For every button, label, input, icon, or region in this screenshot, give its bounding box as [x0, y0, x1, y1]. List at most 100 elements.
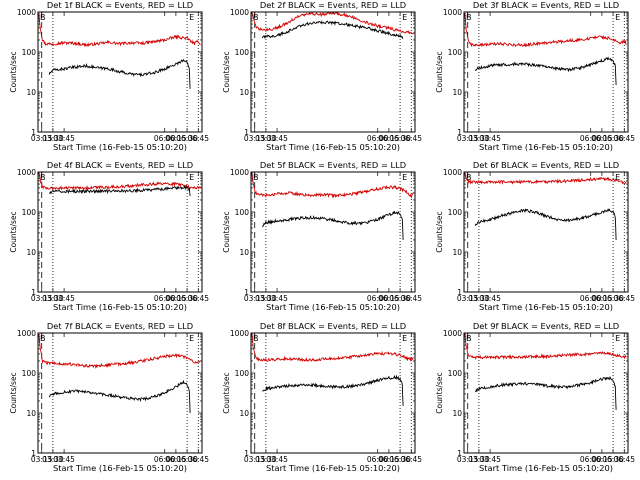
series-lld-red [464, 13, 627, 48]
x-tick-label: 06:15 [378, 134, 400, 143]
x-tick-label: 06:00 [154, 294, 176, 303]
series-events-black [49, 185, 191, 197]
y-tick-label: 10 [452, 248, 462, 257]
y-tick-label: 1 [457, 288, 462, 297]
y-tick-label: 10 [239, 88, 249, 97]
y-tick-label: 10 [26, 409, 36, 418]
x-tick-label: 06:00 [367, 455, 389, 464]
y-tick-label: 100 [235, 48, 250, 57]
marker-b: B [466, 13, 472, 22]
x-tick-label: 06:30 [602, 294, 624, 303]
x-tick-label: 03:30 [255, 134, 277, 143]
y-axis-label: Counts/sec [435, 372, 444, 413]
x-tick-label: 06:45 [187, 134, 209, 143]
panel-title: Det 8f BLACK = Events, RED = LLD [260, 321, 406, 331]
plot-frame [37, 332, 203, 454]
x-tick-label: 06:30 [602, 134, 624, 143]
y-tick-label: 1 [244, 449, 249, 458]
panel-title: Det 2f BLACK = Events, RED = LLD [260, 0, 406, 10]
x-tick-label: 03:45 [266, 455, 288, 464]
x-tick-label: 03:45 [266, 134, 288, 143]
series-lld-red [251, 332, 414, 363]
x-tick-label: 03:30 [255, 294, 277, 303]
x-axis-label: Start Time (16-Feb-15 05:10:20) [266, 463, 400, 473]
series-events-black [262, 374, 404, 407]
y-tick-label: 1000 [17, 8, 36, 17]
plot-frame [37, 171, 203, 293]
y-tick-label: 1000 [230, 329, 249, 338]
series-events-black [261, 20, 404, 39]
x-tick-label: 06:45 [400, 294, 422, 303]
marker-e: E [615, 173, 620, 182]
x-tick-label: 06:00 [154, 455, 176, 464]
x-tick-label: 06:15 [378, 455, 400, 464]
x-tick-label: 03:15 [31, 455, 53, 464]
x-axis-label: Start Time (16-Feb-15 05:10:20) [479, 142, 613, 152]
series-lld-red [251, 172, 414, 199]
x-tick-label: 06:15 [591, 134, 613, 143]
marker-e: E [615, 13, 620, 22]
series-lld-red [38, 172, 201, 191]
x-axis-label: Start Time (16-Feb-15 05:10:20) [479, 302, 613, 312]
plot-frame [463, 332, 629, 454]
marker-e: E [189, 173, 194, 182]
panel-title: Det 5f BLACK = Events, RED = LLD [260, 160, 406, 170]
x-axis-label: Start Time (16-Feb-15 05:10:20) [53, 302, 187, 312]
marker-b: B [253, 334, 259, 343]
x-tick-label: 03:30 [255, 455, 277, 464]
panel-title: Det 7f BLACK = Events, RED = LLD [47, 321, 193, 331]
x-axis-label: Start Time (16-Feb-15 05:10:20) [266, 142, 400, 152]
y-axis-label: Counts/sec [222, 211, 231, 252]
marker-b: B [40, 13, 46, 22]
plot-frame [250, 11, 416, 133]
x-tick-label: 06:00 [580, 455, 602, 464]
x-axis-label: Start Time (16-Feb-15 05:10:20) [266, 302, 400, 312]
x-tick-label: 03:45 [479, 294, 501, 303]
x-tick-label: 03:45 [53, 294, 75, 303]
x-tick-label: 03:15 [244, 294, 266, 303]
x-tick-label: 06:00 [154, 134, 176, 143]
marker-b: B [40, 173, 46, 182]
plot-frame [37, 11, 203, 133]
x-tick-label: 06:45 [613, 455, 635, 464]
series-lld-red [38, 333, 201, 369]
marker-e: E [402, 13, 407, 22]
x-tick-label: 03:15 [31, 294, 53, 303]
series-events-black [48, 379, 191, 414]
y-tick-label: 1 [244, 288, 249, 297]
y-tick-label: 1000 [443, 168, 462, 177]
x-tick-label: 06:30 [176, 294, 198, 303]
x-axis-label: Start Time (16-Feb-15 05:10:20) [53, 142, 187, 152]
x-tick-label: 03:15 [244, 455, 266, 464]
marker-b: B [253, 13, 259, 22]
y-tick-label: 1 [457, 449, 462, 458]
panel-title: Det 6f BLACK = Events, RED = LLD [473, 160, 619, 170]
series-lld-red [38, 13, 201, 48]
x-tick-label: 03:30 [468, 455, 490, 464]
y-tick-label: 100 [22, 208, 37, 217]
plot-frame [250, 332, 416, 454]
y-tick-label: 10 [26, 88, 36, 97]
y-axis-label: Counts/sec [222, 51, 231, 92]
x-tick-label: 06:15 [591, 294, 613, 303]
y-axis-label: Counts/sec [9, 51, 18, 92]
y-tick-label: 100 [22, 48, 37, 57]
y-axis-label: Counts/sec [222, 372, 231, 413]
plot-frame [463, 171, 629, 293]
marker-e: E [402, 334, 407, 343]
y-tick-label: 100 [448, 369, 463, 378]
x-tick-label: 06:30 [389, 455, 411, 464]
x-tick-label: 03:45 [479, 455, 501, 464]
x-tick-label: 03:45 [266, 294, 288, 303]
x-tick-label: 06:15 [165, 294, 187, 303]
plot-frame [250, 171, 416, 293]
x-tick-label: 06:00 [367, 134, 389, 143]
marker-b: B [466, 334, 472, 343]
x-tick-label: 06:30 [389, 134, 411, 143]
y-tick-label: 1 [244, 128, 249, 137]
panel-title: Det 3f BLACK = Events, RED = LLD [473, 0, 619, 10]
